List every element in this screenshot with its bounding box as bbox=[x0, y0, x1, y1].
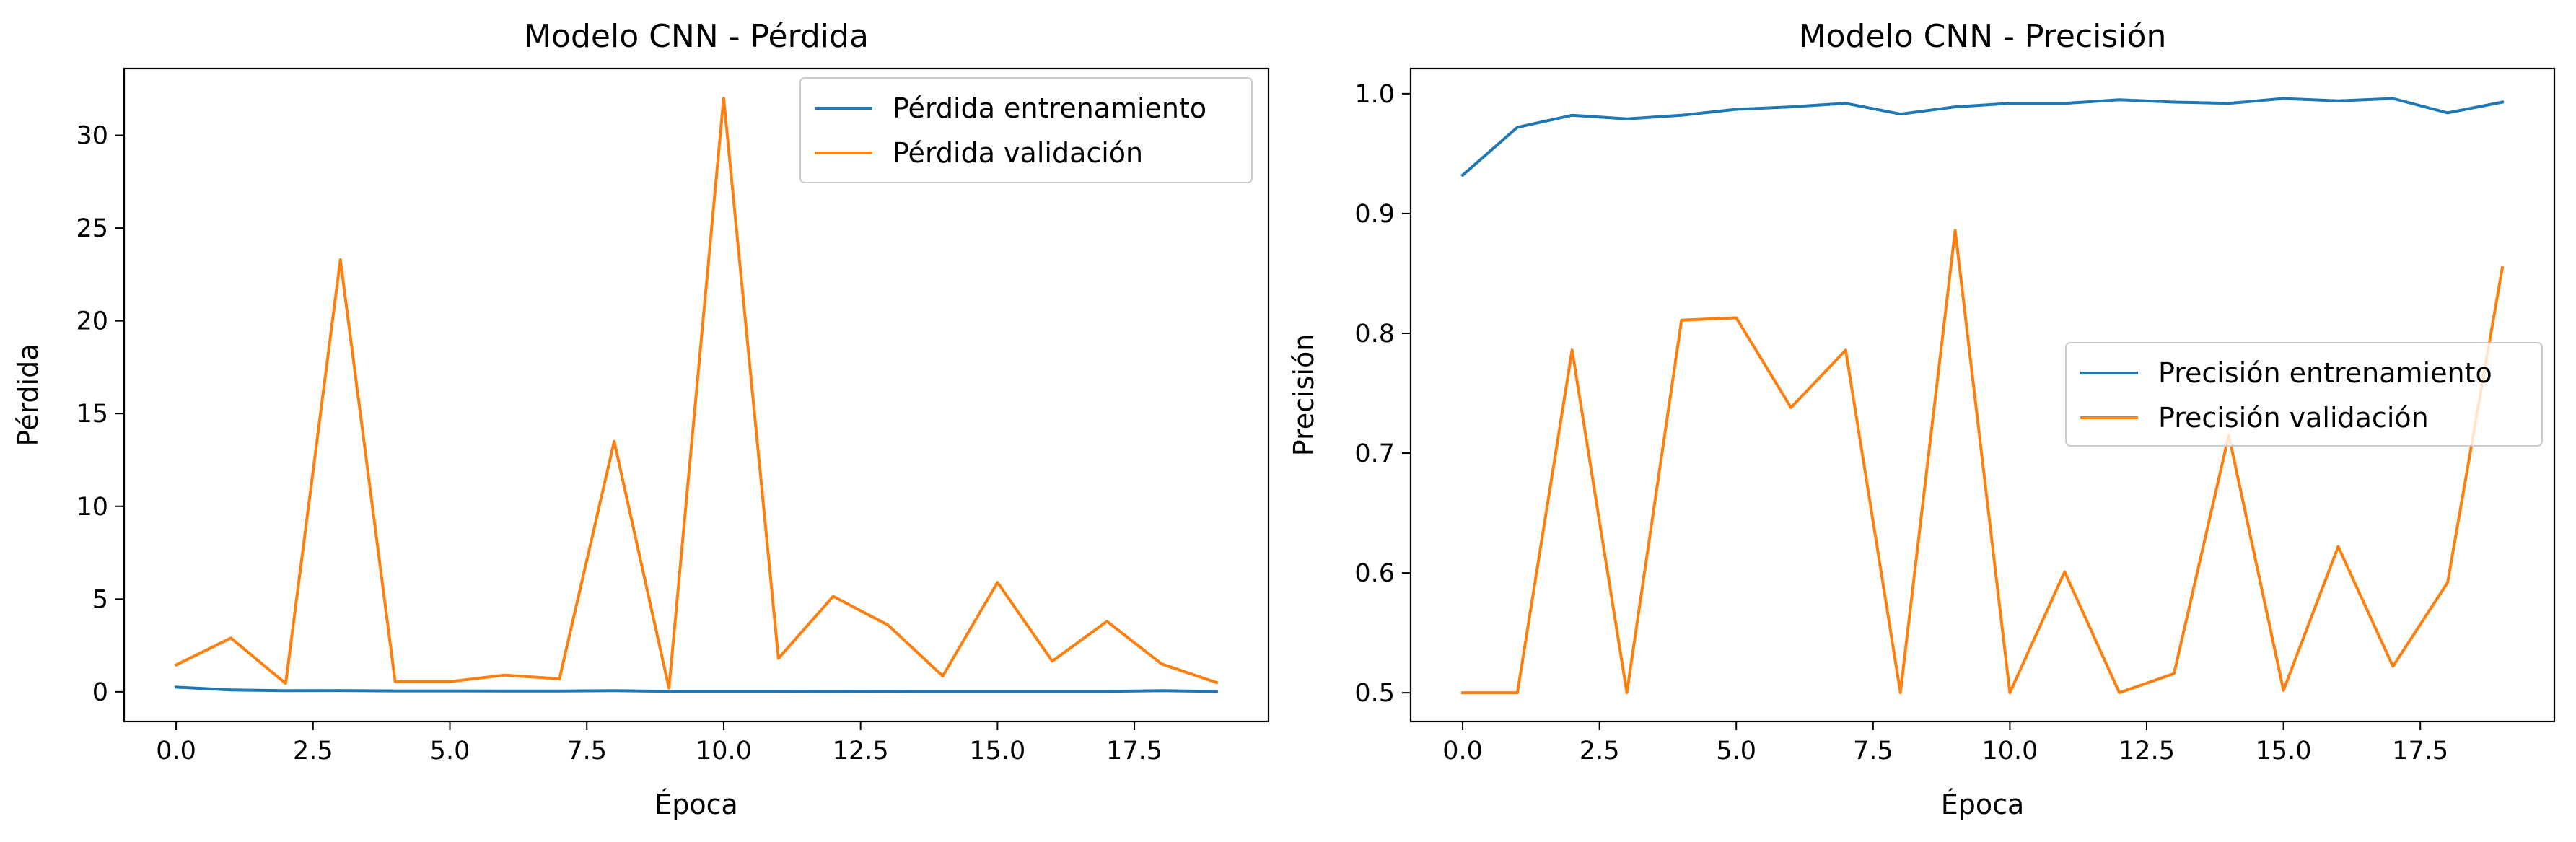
x-tick-label: 17.5 bbox=[2392, 737, 2448, 766]
x-tick-label: 5.0 bbox=[1716, 737, 1756, 766]
chart-title: Modelo CNN - Pérdida bbox=[524, 18, 869, 55]
legend-box bbox=[799, 77, 1253, 183]
x-tick-label: 12.5 bbox=[2119, 737, 2175, 766]
y-tick-label: 1.0 bbox=[1354, 80, 1395, 109]
x-tick-label: 10.0 bbox=[1981, 737, 2038, 766]
x-tick-label: 7.5 bbox=[1853, 737, 1893, 766]
x-tick-label: 2.5 bbox=[1580, 737, 1620, 766]
legend-label: Precisión validación bbox=[2158, 402, 2429, 434]
y-tick-label: 0.7 bbox=[1354, 439, 1395, 468]
y-tick-label: 0.8 bbox=[1354, 320, 1395, 348]
legend-label: Pérdida validación bbox=[893, 137, 1143, 169]
y-tick-label: 10 bbox=[76, 493, 108, 522]
chart-title: Modelo CNN - Precisión bbox=[1799, 18, 2167, 55]
x-tick-label: 12.5 bbox=[833, 737, 889, 766]
legend-box bbox=[2065, 342, 2543, 447]
y-tick-label: 0.6 bbox=[1354, 559, 1395, 588]
y-tick-label: 0.9 bbox=[1354, 200, 1395, 229]
x-tick-label: 7.5 bbox=[566, 737, 607, 766]
x-tick-label: 2.5 bbox=[293, 737, 333, 766]
y-tick-label: 5 bbox=[92, 585, 108, 614]
x-tick-label: 0.0 bbox=[1442, 737, 1483, 766]
y-tick-label: 20 bbox=[76, 307, 108, 336]
series-line-training bbox=[1460, 97, 2505, 177]
y-axis-label: Pérdida bbox=[12, 344, 44, 447]
legend: Pérdida entrenamiento Pérdida validación bbox=[799, 77, 1253, 183]
axes-frame bbox=[1409, 67, 2556, 723]
y-tick-label: 25 bbox=[76, 214, 108, 243]
x-tick-label: 0.0 bbox=[156, 737, 196, 766]
x-axis-label: Época bbox=[654, 789, 738, 820]
x-tick-label: 17.5 bbox=[1106, 737, 1162, 766]
x-tick-label: 15.0 bbox=[969, 737, 1025, 766]
loss-chart-panel: 0.0 2.5 5.0 7.5 10.0 12.5 15.0 17.5 0 5 10 15 20 25 30… bbox=[12, 18, 1270, 820]
x-tick-label: 5.0 bbox=[430, 737, 470, 766]
series-line-validation bbox=[174, 97, 1219, 690]
y-axis-label: Precisión bbox=[1288, 334, 1320, 457]
series-line-validation bbox=[1461, 229, 2505, 695]
x-tick-label: 10.0 bbox=[696, 737, 752, 766]
y-tick-label: 15 bbox=[76, 400, 108, 429]
y-tick-label: 0 bbox=[92, 678, 108, 707]
x-tick-label: 15.0 bbox=[2256, 737, 2312, 766]
accuracy-chart-panel: 0.0 2.5 5.0 7.5 10.0 12.5 15.0 17.5 0.5 0.6 0.7 0.8… bbox=[1288, 18, 2556, 820]
series-line-training bbox=[175, 685, 1218, 693]
axes-frame bbox=[123, 67, 1270, 723]
legend-label: Pérdida entrenamiento bbox=[893, 92, 1206, 124]
legend: Precisión entrenamiento Precisión validac… bbox=[2065, 342, 2543, 447]
y-tick-label: 0.5 bbox=[1354, 679, 1395, 708]
x-axis-label: Época bbox=[1941, 789, 2025, 820]
y-tick-label: 30 bbox=[76, 122, 108, 151]
legend-label: Precisión entrenamiento bbox=[2158, 357, 2492, 389]
